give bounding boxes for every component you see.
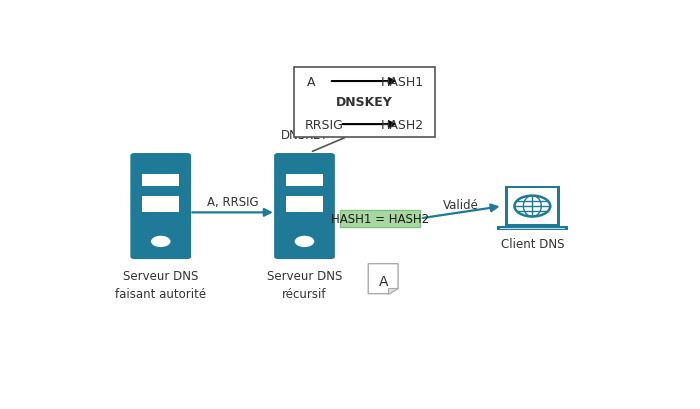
Bar <box>497 227 568 231</box>
Circle shape <box>295 236 314 247</box>
Bar <box>142 196 179 212</box>
FancyBboxPatch shape <box>274 154 335 259</box>
Text: HASH2: HASH2 <box>381 118 424 131</box>
Bar <box>294 68 435 137</box>
Text: récursif: récursif <box>282 287 327 300</box>
Polygon shape <box>389 288 398 294</box>
Text: DNSKEY: DNSKEY <box>336 96 393 109</box>
Bar <box>286 196 323 212</box>
Text: Serveur DNS: Serveur DNS <box>123 270 198 283</box>
Bar <box>500 228 565 230</box>
Bar <box>286 175 323 187</box>
Bar <box>505 187 560 227</box>
Text: Validé: Validé <box>443 199 480 212</box>
Polygon shape <box>368 264 398 294</box>
Text: A: A <box>379 274 388 288</box>
Bar <box>508 189 556 225</box>
Text: faisant autorité: faisant autorité <box>116 287 206 300</box>
Text: DNSKEY: DNSKEY <box>281 129 328 142</box>
Text: Serveur DNS: Serveur DNS <box>267 270 342 283</box>
Text: A, RRSIG: A, RRSIG <box>206 195 258 208</box>
Circle shape <box>151 236 171 247</box>
Text: RRSIG: RRSIG <box>304 118 344 131</box>
FancyBboxPatch shape <box>130 154 191 259</box>
Text: Client DNS: Client DNS <box>500 237 564 250</box>
Text: HASH1: HASH1 <box>381 75 424 88</box>
Bar <box>340 211 420 227</box>
Text: A: A <box>307 75 316 88</box>
Bar <box>142 175 179 187</box>
Circle shape <box>514 196 550 217</box>
Text: HASH1 = HASH2: HASH1 = HASH2 <box>331 212 429 225</box>
